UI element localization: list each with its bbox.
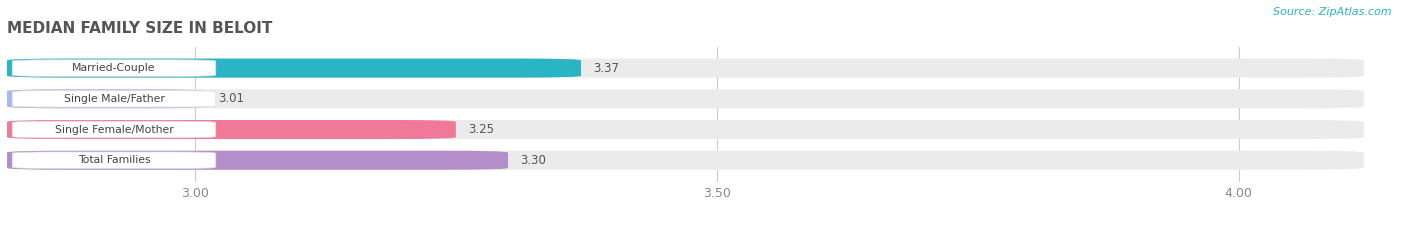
FancyBboxPatch shape [7, 151, 1364, 170]
FancyBboxPatch shape [7, 151, 508, 170]
FancyBboxPatch shape [13, 121, 215, 138]
FancyBboxPatch shape [13, 91, 215, 107]
Text: 3.25: 3.25 [468, 123, 495, 136]
FancyBboxPatch shape [7, 89, 205, 108]
FancyBboxPatch shape [7, 58, 1364, 78]
Text: Married-Couple: Married-Couple [72, 63, 156, 73]
FancyBboxPatch shape [7, 120, 456, 139]
FancyBboxPatch shape [7, 89, 1364, 108]
Text: 3.37: 3.37 [593, 62, 620, 75]
Text: 3.30: 3.30 [520, 154, 547, 167]
Text: Total Families: Total Families [77, 155, 150, 165]
Text: Single Male/Father: Single Male/Father [63, 94, 165, 104]
FancyBboxPatch shape [13, 60, 215, 76]
FancyBboxPatch shape [7, 120, 1364, 139]
Text: 3.01: 3.01 [218, 92, 243, 105]
Text: MEDIAN FAMILY SIZE IN BELOIT: MEDIAN FAMILY SIZE IN BELOIT [7, 21, 273, 36]
FancyBboxPatch shape [13, 152, 215, 168]
Text: Source: ZipAtlas.com: Source: ZipAtlas.com [1274, 7, 1392, 17]
FancyBboxPatch shape [7, 58, 581, 78]
Text: Single Female/Mother: Single Female/Mother [55, 124, 173, 134]
